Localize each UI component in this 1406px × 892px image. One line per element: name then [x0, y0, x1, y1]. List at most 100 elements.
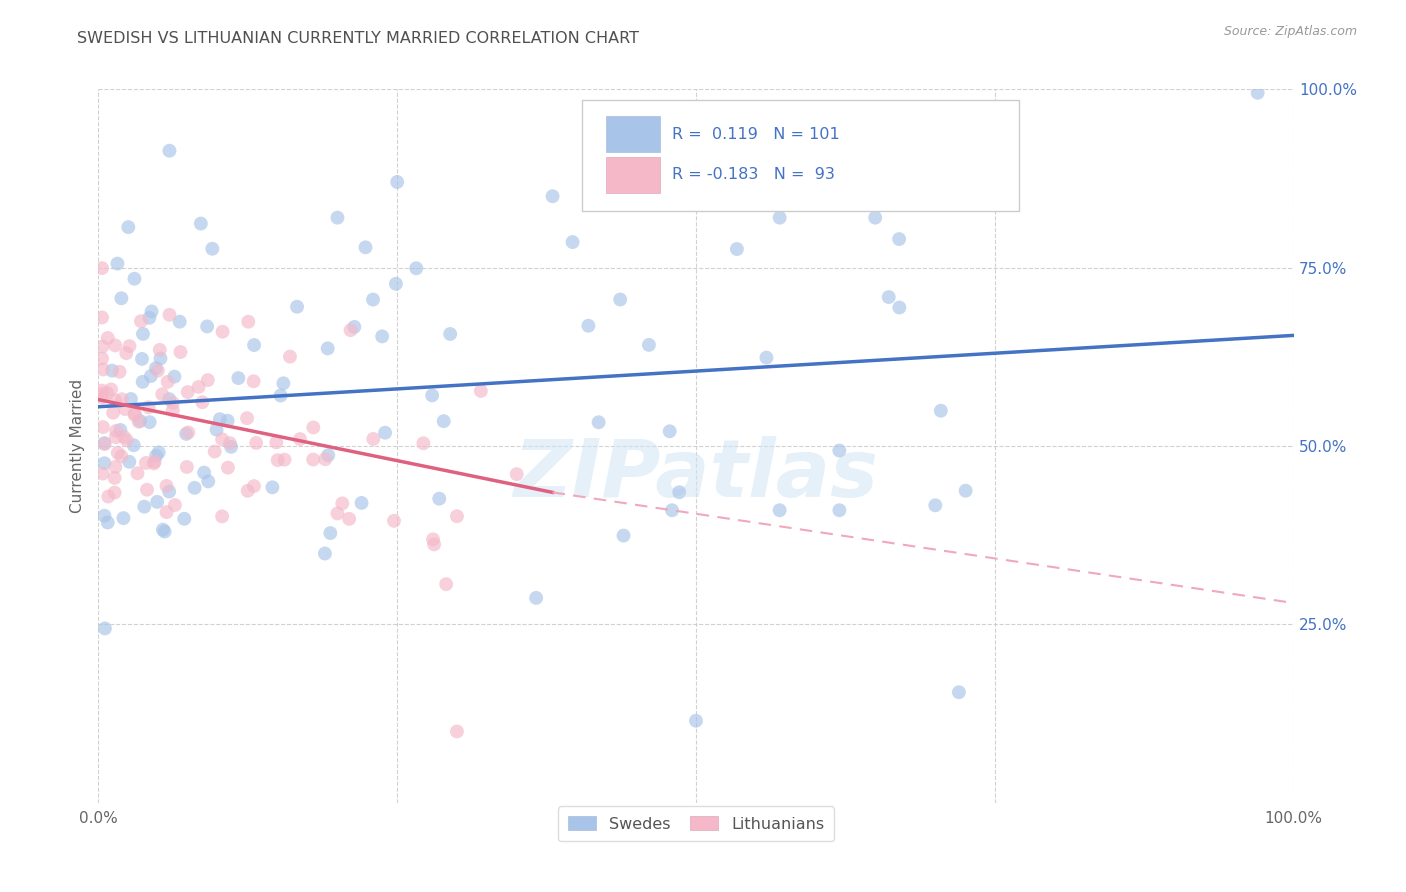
Point	[420, 388, 443, 402]
Point	[576, 318, 599, 333]
Point	[91, 310, 114, 325]
FancyBboxPatch shape	[582, 100, 1019, 211]
Point	[423, 537, 446, 551]
Point	[201, 242, 224, 256]
Point	[211, 325, 233, 339]
Point	[889, 232, 911, 246]
Point	[446, 509, 468, 524]
Point	[169, 315, 191, 329]
Point	[146, 495, 169, 509]
Point	[266, 435, 288, 450]
Point	[262, 480, 284, 494]
Point	[302, 452, 325, 467]
Point	[405, 261, 427, 276]
Point	[187, 380, 209, 394]
Point	[107, 446, 129, 460]
Point	[236, 411, 259, 425]
Point	[427, 491, 450, 506]
Point	[146, 364, 169, 378]
Point	[828, 443, 851, 458]
Point	[217, 460, 239, 475]
Point	[169, 345, 191, 359]
Point	[955, 483, 977, 498]
Point	[828, 503, 851, 517]
Point	[889, 301, 911, 315]
Point	[91, 261, 114, 276]
Point	[152, 523, 174, 537]
Point	[561, 235, 583, 249]
Point	[132, 326, 155, 341]
Point	[104, 393, 127, 408]
Point	[104, 485, 127, 500]
Point	[115, 434, 138, 448]
Point	[208, 412, 231, 426]
Point	[211, 432, 233, 446]
Point	[157, 484, 180, 499]
Point	[176, 459, 198, 474]
Point	[470, 384, 492, 398]
Point	[129, 314, 152, 328]
Point	[238, 315, 260, 329]
Point	[153, 524, 176, 539]
Point	[162, 396, 184, 410]
Point	[302, 420, 325, 434]
Point	[91, 384, 114, 398]
Point	[382, 514, 405, 528]
Point	[267, 453, 290, 467]
Point	[316, 342, 339, 356]
Point	[278, 350, 301, 364]
Point	[157, 392, 180, 406]
Point	[124, 407, 146, 421]
Point	[337, 512, 360, 526]
Point	[929, 403, 952, 417]
Point	[156, 375, 179, 389]
Point	[350, 496, 373, 510]
Point	[101, 406, 124, 420]
Point	[97, 516, 120, 530]
Point	[273, 376, 295, 391]
Point	[174, 426, 197, 441]
FancyBboxPatch shape	[606, 116, 661, 152]
Legend: Swedes, Lithuanians: Swedes, Lithuanians	[558, 806, 834, 841]
Point	[97, 490, 120, 504]
Point	[638, 338, 661, 352]
Point	[412, 436, 434, 450]
Point	[316, 448, 339, 462]
Point	[228, 371, 250, 385]
Point	[136, 483, 159, 497]
Point	[94, 622, 117, 636]
Point	[143, 455, 166, 469]
Point	[176, 385, 198, 400]
Point	[150, 387, 173, 401]
Point	[131, 375, 153, 389]
Point	[122, 438, 145, 452]
Point	[91, 351, 114, 366]
Point	[768, 503, 790, 517]
Point	[219, 440, 242, 454]
Point	[658, 425, 681, 439]
Point	[104, 430, 127, 444]
Point	[159, 144, 181, 158]
Point	[100, 383, 122, 397]
Point	[141, 304, 163, 318]
Point	[242, 374, 264, 388]
Point	[948, 685, 970, 699]
Point	[104, 471, 127, 485]
Text: ZIPatlas: ZIPatlas	[513, 435, 879, 514]
Point	[162, 403, 184, 417]
Point	[612, 528, 634, 542]
Point	[93, 508, 115, 523]
Point	[115, 346, 138, 360]
Point	[108, 365, 131, 379]
Point	[326, 211, 349, 225]
Point	[243, 479, 266, 493]
Point	[139, 369, 162, 384]
Point	[422, 533, 444, 547]
Point	[191, 395, 214, 409]
Point	[155, 479, 177, 493]
Point	[97, 331, 120, 345]
Point	[363, 432, 385, 446]
Point	[128, 415, 150, 429]
Point	[127, 467, 149, 481]
Point	[668, 485, 690, 500]
